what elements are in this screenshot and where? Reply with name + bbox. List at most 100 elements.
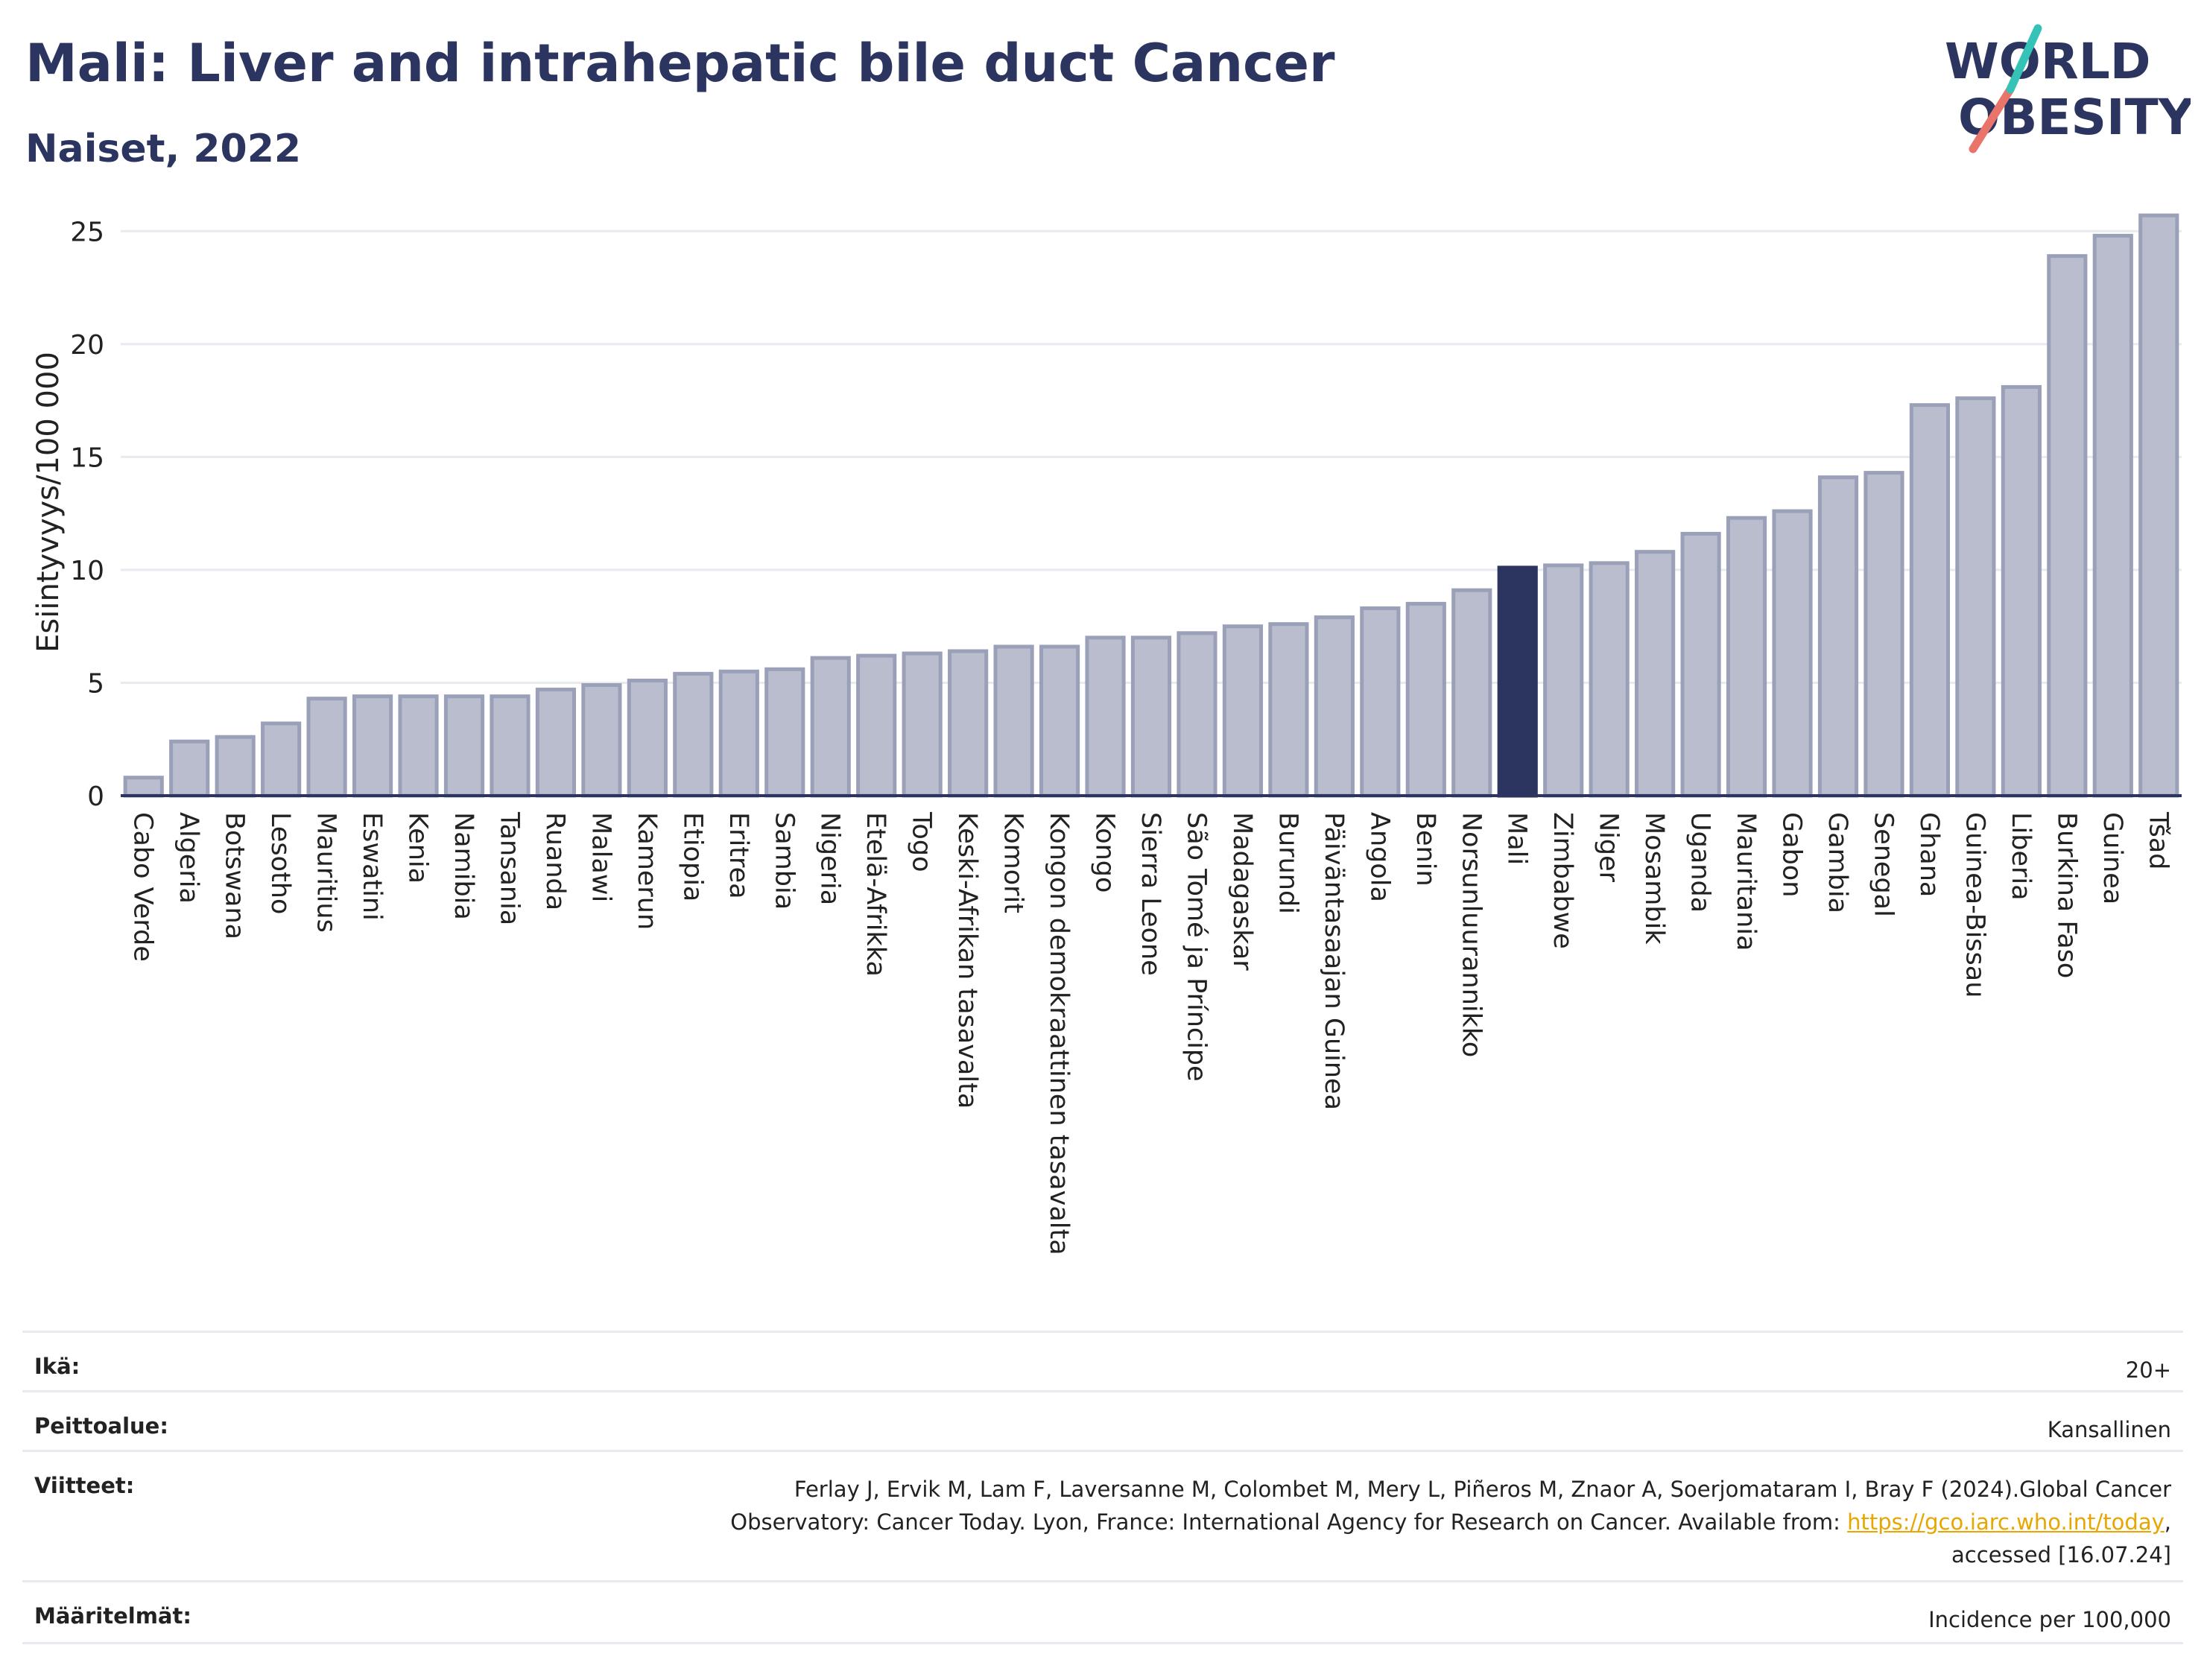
bar: [352, 694, 393, 798]
bar: [2138, 213, 2179, 798]
bar: [215, 735, 256, 798]
meta-row-references: Viitteet: Ferlay J, Ervik M, Lam F, Lave…: [22, 1450, 2183, 1582]
x-tick-label: Eswatini: [357, 812, 387, 921]
x-tick-label: Kongon demokraattinen tasavalta: [1044, 812, 1074, 1255]
meta-coverage-label: Peittoalue:: [34, 1413, 168, 1439]
x-tick-label: São Tomé ja Príncipe: [1181, 812, 1211, 1082]
y-tick-label: 10: [70, 556, 104, 586]
bar: [581, 682, 622, 798]
meta-age-label: Ikä:: [34, 1354, 80, 1379]
bar: [673, 671, 714, 798]
x-tick-label: Norsunluurannikko: [1456, 812, 1486, 1057]
bar: [1680, 531, 1721, 798]
x-tick-label: Tansania: [494, 811, 524, 925]
x-tick-label: Malawi: [586, 812, 615, 902]
x-tick-label: Mosambik: [1639, 812, 1669, 945]
meta-row-coverage: Peittoalue: Kansallinen: [22, 1390, 2183, 1452]
x-tick-label: Mali: [1502, 812, 1532, 865]
x-tick-label: Namibia: [449, 812, 478, 920]
x-tick-label: Etiopia: [677, 812, 707, 901]
x-tick-label: Niger: [1594, 812, 1624, 883]
bar: [902, 651, 943, 798]
y-tick-label: 0: [87, 782, 104, 812]
bar: [1635, 550, 1676, 798]
bar: [1314, 615, 1355, 798]
bar: [627, 678, 668, 798]
x-tick-label: Guinea-Bissau: [1960, 812, 1989, 998]
x-tick-label: Kenia: [403, 812, 433, 884]
x-tick-label: Nigeria: [815, 812, 845, 905]
world-obesity-logo: WORLD OBESITY: [1945, 24, 2191, 153]
x-tick-label: Angola: [1364, 812, 1394, 902]
bar: [1405, 601, 1446, 798]
bar: [2047, 254, 2088, 798]
x-tick-label: Mauritius: [311, 812, 341, 933]
x-tick-label: Cabo Verde: [128, 812, 158, 962]
bar: [490, 694, 531, 798]
refs-link[interactable]: https://gco.iarc.who.int/today: [1847, 1509, 2165, 1535]
refs-line-1: Ferlay J, Ervik M, Lam F, Laversanne M, …: [794, 1477, 2171, 1502]
x-tick-label: Etelä-Afrikka: [861, 812, 890, 977]
meta-row-age: Ikä: 20+: [22, 1331, 2183, 1392]
bar: [1955, 396, 1996, 798]
x-tick-label: Ghana: [1914, 812, 1944, 897]
bar: [1177, 631, 1217, 798]
x-tick-label: Burkina Faso: [2051, 812, 2081, 978]
x-tick-label: Tšad: [2143, 811, 2173, 870]
bar: [810, 656, 851, 798]
bar: [1268, 622, 1309, 798]
bar: [1863, 471, 1904, 798]
x-tick-label: Algeria: [174, 812, 203, 904]
refs-line-3: accessed [16.07.24]: [1951, 1542, 2171, 1568]
x-tick-label: Burundi: [1273, 812, 1302, 914]
x-tick-label: Liberia: [2006, 812, 2036, 901]
y-tick-label: 25: [70, 217, 104, 247]
bar: [1543, 563, 1584, 798]
bar: [261, 721, 302, 798]
bar: [398, 694, 439, 798]
bar: [1589, 561, 1630, 798]
y-axis-label: Esiintyvyys/100 000: [31, 352, 66, 653]
bar: [535, 688, 577, 798]
x-tick-label: Lesotho: [265, 812, 295, 914]
bar: [2001, 384, 2042, 798]
x-tick-label: Guinea: [2097, 812, 2127, 904]
bar: [1039, 644, 1080, 798]
bar: [123, 776, 164, 798]
page-subtitle: Naiset, 2022: [25, 127, 302, 171]
x-tick-label: Kamerun: [632, 812, 662, 930]
bar: [1451, 588, 1492, 798]
bar: [1772, 509, 1813, 798]
refs-line-2-end: ,: [2164, 1509, 2171, 1535]
y-tick-label: 15: [70, 443, 104, 473]
x-tick-label: Eritrea: [723, 812, 753, 899]
meta-refs-label: Viitteet:: [34, 1473, 135, 1498]
bar: [764, 667, 805, 798]
bar: [1222, 624, 1264, 798]
page-title: Mali: Liver and intrahepatic bile duct C…: [25, 33, 1335, 94]
bar: [1085, 635, 1126, 798]
x-tick-label: Mauritania: [1731, 812, 1761, 951]
x-tick-label: Senegal: [1868, 812, 1898, 917]
meta-defs-label: Määritelmät:: [34, 1603, 191, 1629]
y-tick-label: 5: [87, 668, 104, 699]
bar: [1726, 516, 1767, 798]
x-tick-label: Uganda: [1685, 812, 1715, 913]
bar: [443, 694, 485, 798]
meta-age-value: 20+: [2125, 1357, 2171, 1383]
x-tick-label: Madagaskar: [1227, 812, 1257, 971]
x-tick-label: Päiväntasaajan Guinea: [1319, 812, 1349, 1110]
bar: [856, 653, 897, 798]
x-tick-label: Gabon: [1777, 812, 1807, 897]
bar-chart: 0 5 10 15 20 25 Esiintyvyys/100 000 Cabo Verde A…: [31, 213, 2182, 1255]
x-tick-label: Benin: [1410, 812, 1440, 887]
bar: [1909, 403, 1951, 798]
bar: [718, 669, 759, 798]
x-tick-label: Kongo: [1090, 812, 1120, 893]
bar: [1360, 606, 1401, 798]
x-tick-label: Gambia: [1823, 812, 1852, 913]
bar: [306, 697, 347, 798]
bar: [169, 739, 210, 798]
x-tick-label: Ruanda: [540, 812, 570, 910]
meta-refs-value: Ferlay J, Ervik M, Lam F, Laversanne M, …: [730, 1473, 2171, 1571]
